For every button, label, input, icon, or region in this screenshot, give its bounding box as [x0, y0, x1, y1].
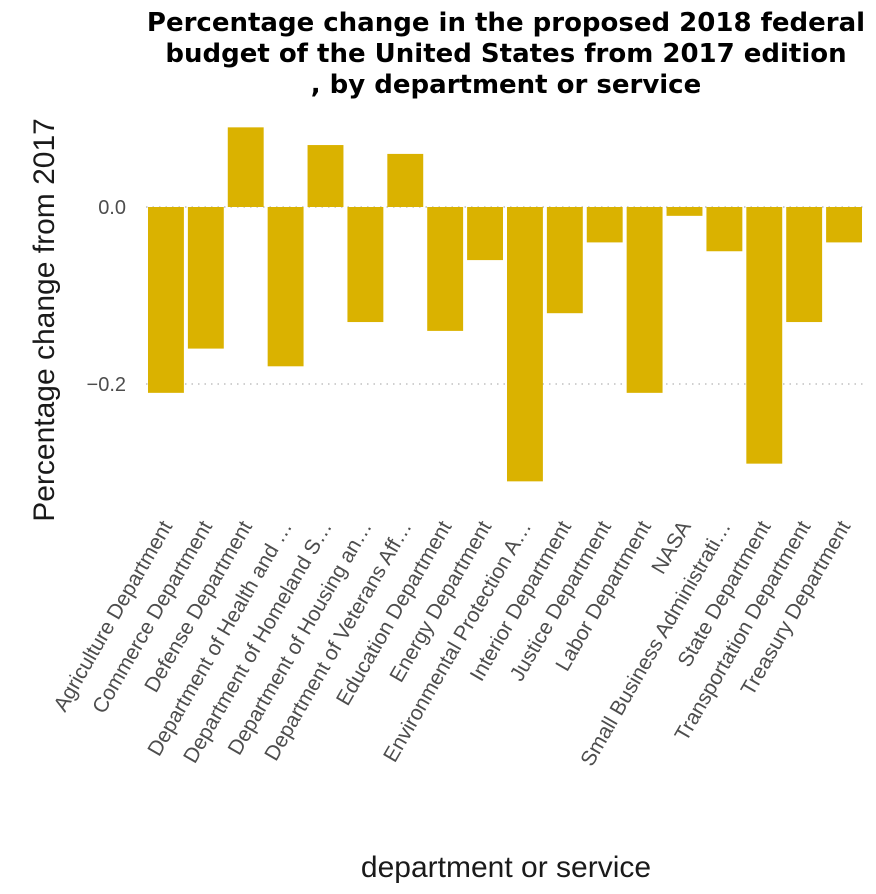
bar	[706, 207, 743, 252]
bar	[786, 207, 823, 323]
bar	[147, 207, 184, 393]
chart-title: Percentage change in the proposed 2018 f…	[147, 8, 865, 100]
grid-lines	[146, 206, 864, 385]
bar	[387, 153, 424, 207]
bar	[626, 207, 663, 393]
chart-title-line-3: , by department or service	[311, 70, 701, 100]
bar	[826, 207, 863, 243]
bar	[267, 207, 304, 367]
bar	[546, 207, 583, 314]
chart-title-line-1: Percentage change in the proposed 2018 f…	[147, 8, 865, 38]
bars	[147, 127, 863, 482]
x-axis-title: department or service	[361, 851, 651, 884]
chart-title-line-2: budget of the United States from 2017 ed…	[165, 39, 846, 69]
y-axis-ticks: 0.0 −0.2	[87, 197, 126, 396]
bar	[666, 207, 703, 216]
bar	[586, 207, 623, 243]
bar	[227, 127, 264, 207]
bar	[347, 207, 384, 323]
bar	[746, 207, 783, 464]
y-tick-label: 0.0	[98, 197, 126, 219]
bar	[307, 145, 344, 207]
bar	[467, 207, 504, 261]
bar	[187, 207, 224, 349]
y-axis-title: Percentage change from 2017	[28, 118, 61, 522]
bar	[506, 207, 543, 482]
y-tick-label: −0.2	[87, 374, 126, 396]
bar	[427, 207, 464, 331]
